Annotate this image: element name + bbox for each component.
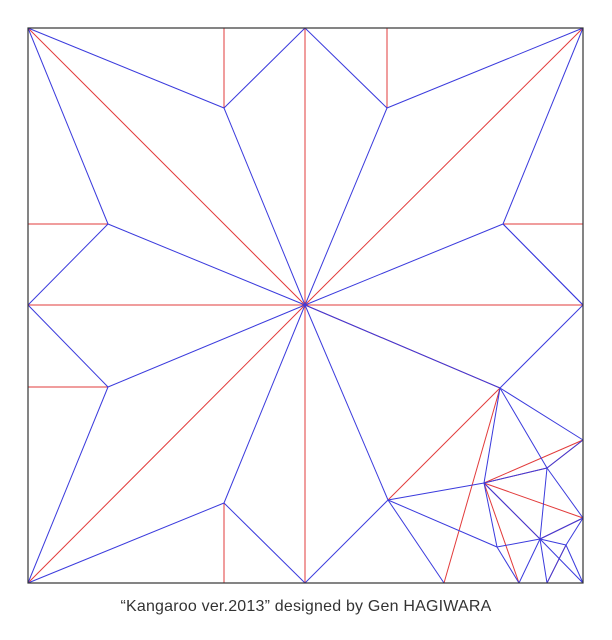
valley-fold-line	[304, 304, 501, 389]
valley-fold-line	[539, 538, 584, 584]
valley-fold-line	[223, 304, 306, 504]
diagram-caption: “Kangaroo ver.2013” designed by Gen HAGI…	[120, 598, 492, 615]
valley-fold-line	[483, 482, 498, 548]
valley-fold-line	[483, 482, 541, 540]
valley-fold-line	[304, 27, 388, 109]
mountain-fold-line	[483, 482, 520, 584]
valley-fold-line	[483, 467, 548, 484]
valley-fold-line	[539, 538, 567, 546]
valley-fold-line	[27, 502, 225, 584]
valley-fold-line	[304, 304, 389, 501]
mountain-fold-line	[304, 27, 584, 306]
valley-fold-line	[107, 304, 306, 388]
valley-fold-line	[546, 544, 567, 584]
mountain-fold-line	[483, 482, 584, 519]
valley-fold-line	[304, 107, 388, 306]
valley-fold-line	[539, 517, 584, 540]
valley-fold-line	[518, 538, 541, 584]
paper-border	[27, 27, 584, 584]
valley-fold-line	[27, 27, 225, 109]
valley-fold-line	[483, 387, 501, 484]
crease-pattern	[27, 27, 584, 584]
valley-fold-line	[496, 546, 520, 584]
valley-fold-line	[499, 304, 584, 389]
valley-fold-line	[565, 544, 584, 584]
valley-fold-line	[539, 467, 548, 540]
mountain-fold-line	[27, 27, 306, 306]
valley-fold-line	[387, 499, 445, 584]
valley-fold-line	[502, 223, 584, 306]
valley-fold-line	[27, 304, 109, 388]
mountain-fold-line	[27, 304, 306, 584]
valley-fold-creases	[27, 27, 584, 584]
valley-fold-line	[502, 27, 584, 225]
valley-fold-line	[546, 439, 584, 469]
valley-fold-line	[546, 467, 584, 519]
mountain-fold-line	[387, 387, 501, 501]
valley-fold-line	[223, 502, 306, 584]
valley-fold-line	[27, 386, 109, 584]
valley-fold-line	[499, 387, 584, 441]
mountain-fold-line	[483, 439, 584, 484]
valley-fold-line	[387, 482, 485, 501]
valley-fold-line	[27, 223, 109, 306]
valley-fold-line	[27, 27, 109, 225]
valley-fold-line	[499, 387, 548, 469]
valley-fold-line	[539, 538, 548, 584]
valley-fold-line	[304, 223, 504, 306]
valley-fold-line	[107, 223, 306, 306]
valley-fold-line	[387, 499, 498, 548]
valley-fold-line	[304, 499, 389, 584]
valley-fold-line	[386, 27, 584, 109]
valley-fold-line	[565, 517, 584, 546]
valley-fold-line	[496, 538, 541, 548]
valley-fold-line	[223, 107, 306, 306]
valley-fold-line	[223, 27, 306, 109]
